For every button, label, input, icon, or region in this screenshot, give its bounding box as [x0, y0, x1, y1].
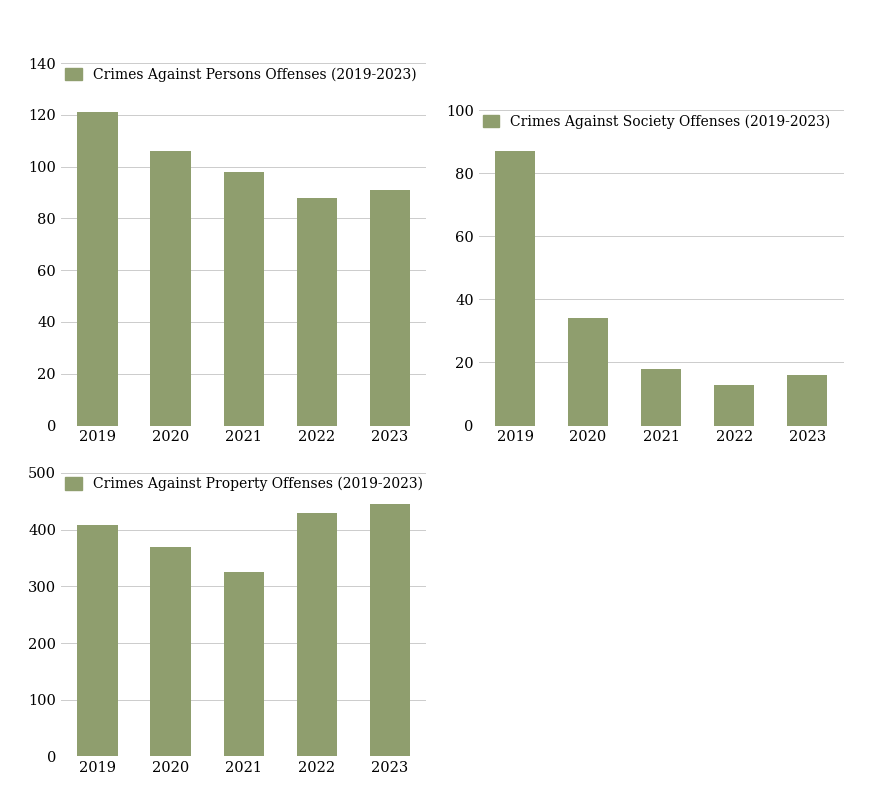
- Legend: Crimes Against Society Offenses (2019-2023): Crimes Against Society Offenses (2019-20…: [478, 110, 834, 133]
- Bar: [296, 512, 336, 756]
- Bar: [296, 198, 336, 426]
- Bar: [494, 151, 534, 426]
- Bar: [150, 151, 190, 426]
- Bar: [640, 369, 680, 426]
- Bar: [567, 318, 607, 426]
- Bar: [77, 525, 117, 756]
- Legend: Crimes Against Property Offenses (2019-2023): Crimes Against Property Offenses (2019-2…: [61, 473, 427, 496]
- Bar: [223, 172, 263, 426]
- Bar: [713, 385, 753, 426]
- Legend: Crimes Against Persons Offenses (2019-2023): Crimes Against Persons Offenses (2019-20…: [61, 63, 420, 86]
- Bar: [369, 504, 409, 756]
- Bar: [223, 572, 263, 756]
- Bar: [150, 547, 190, 756]
- Bar: [77, 112, 117, 426]
- Bar: [786, 375, 826, 426]
- Bar: [369, 190, 409, 426]
